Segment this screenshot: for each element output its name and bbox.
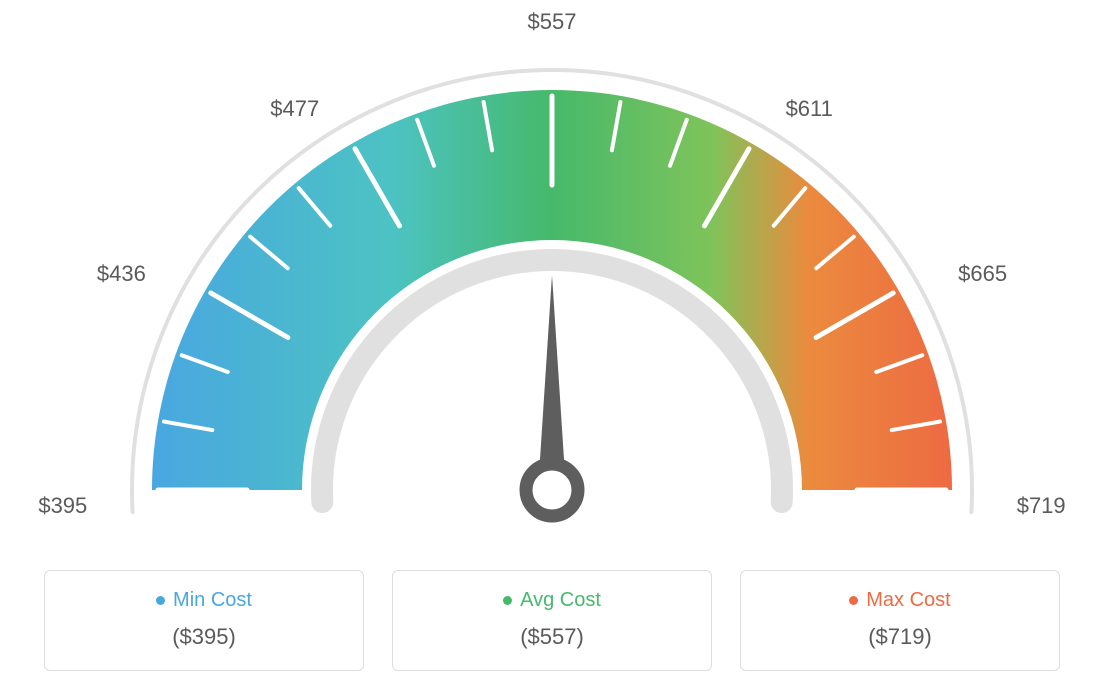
legend-min-bullet (156, 596, 165, 605)
gauge-tick-label: $436 (97, 261, 146, 287)
legend-avg-title: Avg Cost (393, 589, 711, 612)
legend-max-label: Max Cost (866, 589, 950, 611)
legend-avg-value: ($557) (393, 624, 711, 650)
legend-avg-box: Avg Cost ($557) (392, 570, 712, 671)
legend-max-bullet (849, 596, 858, 605)
gauge-tick-label: $665 (958, 261, 1007, 287)
legend-max-value: ($719) (741, 624, 1059, 650)
legend-max-title: Max Cost (741, 589, 1059, 612)
cost-gauge-chart: $395$436$477$557$611$665$719 (20, 20, 1084, 540)
legend-row: Min Cost ($395) Avg Cost ($557) Max Cost… (20, 570, 1084, 671)
legend-avg-bullet (503, 596, 512, 605)
gauge-tick-label: $557 (528, 9, 577, 35)
legend-min-value: ($395) (45, 624, 363, 650)
gauge-tick-label: $477 (270, 96, 319, 122)
gauge-tick-label: $395 (38, 493, 87, 519)
legend-min-box: Min Cost ($395) (44, 570, 364, 671)
gauge-tick-label: $719 (1017, 493, 1066, 519)
gauge-tick-label: $611 (786, 96, 833, 122)
legend-min-label: Min Cost (173, 589, 252, 611)
legend-avg-label: Avg Cost (520, 589, 601, 611)
legend-max-box: Max Cost ($719) (740, 570, 1060, 671)
gauge-svg (20, 20, 1084, 540)
legend-min-title: Min Cost (45, 589, 363, 612)
